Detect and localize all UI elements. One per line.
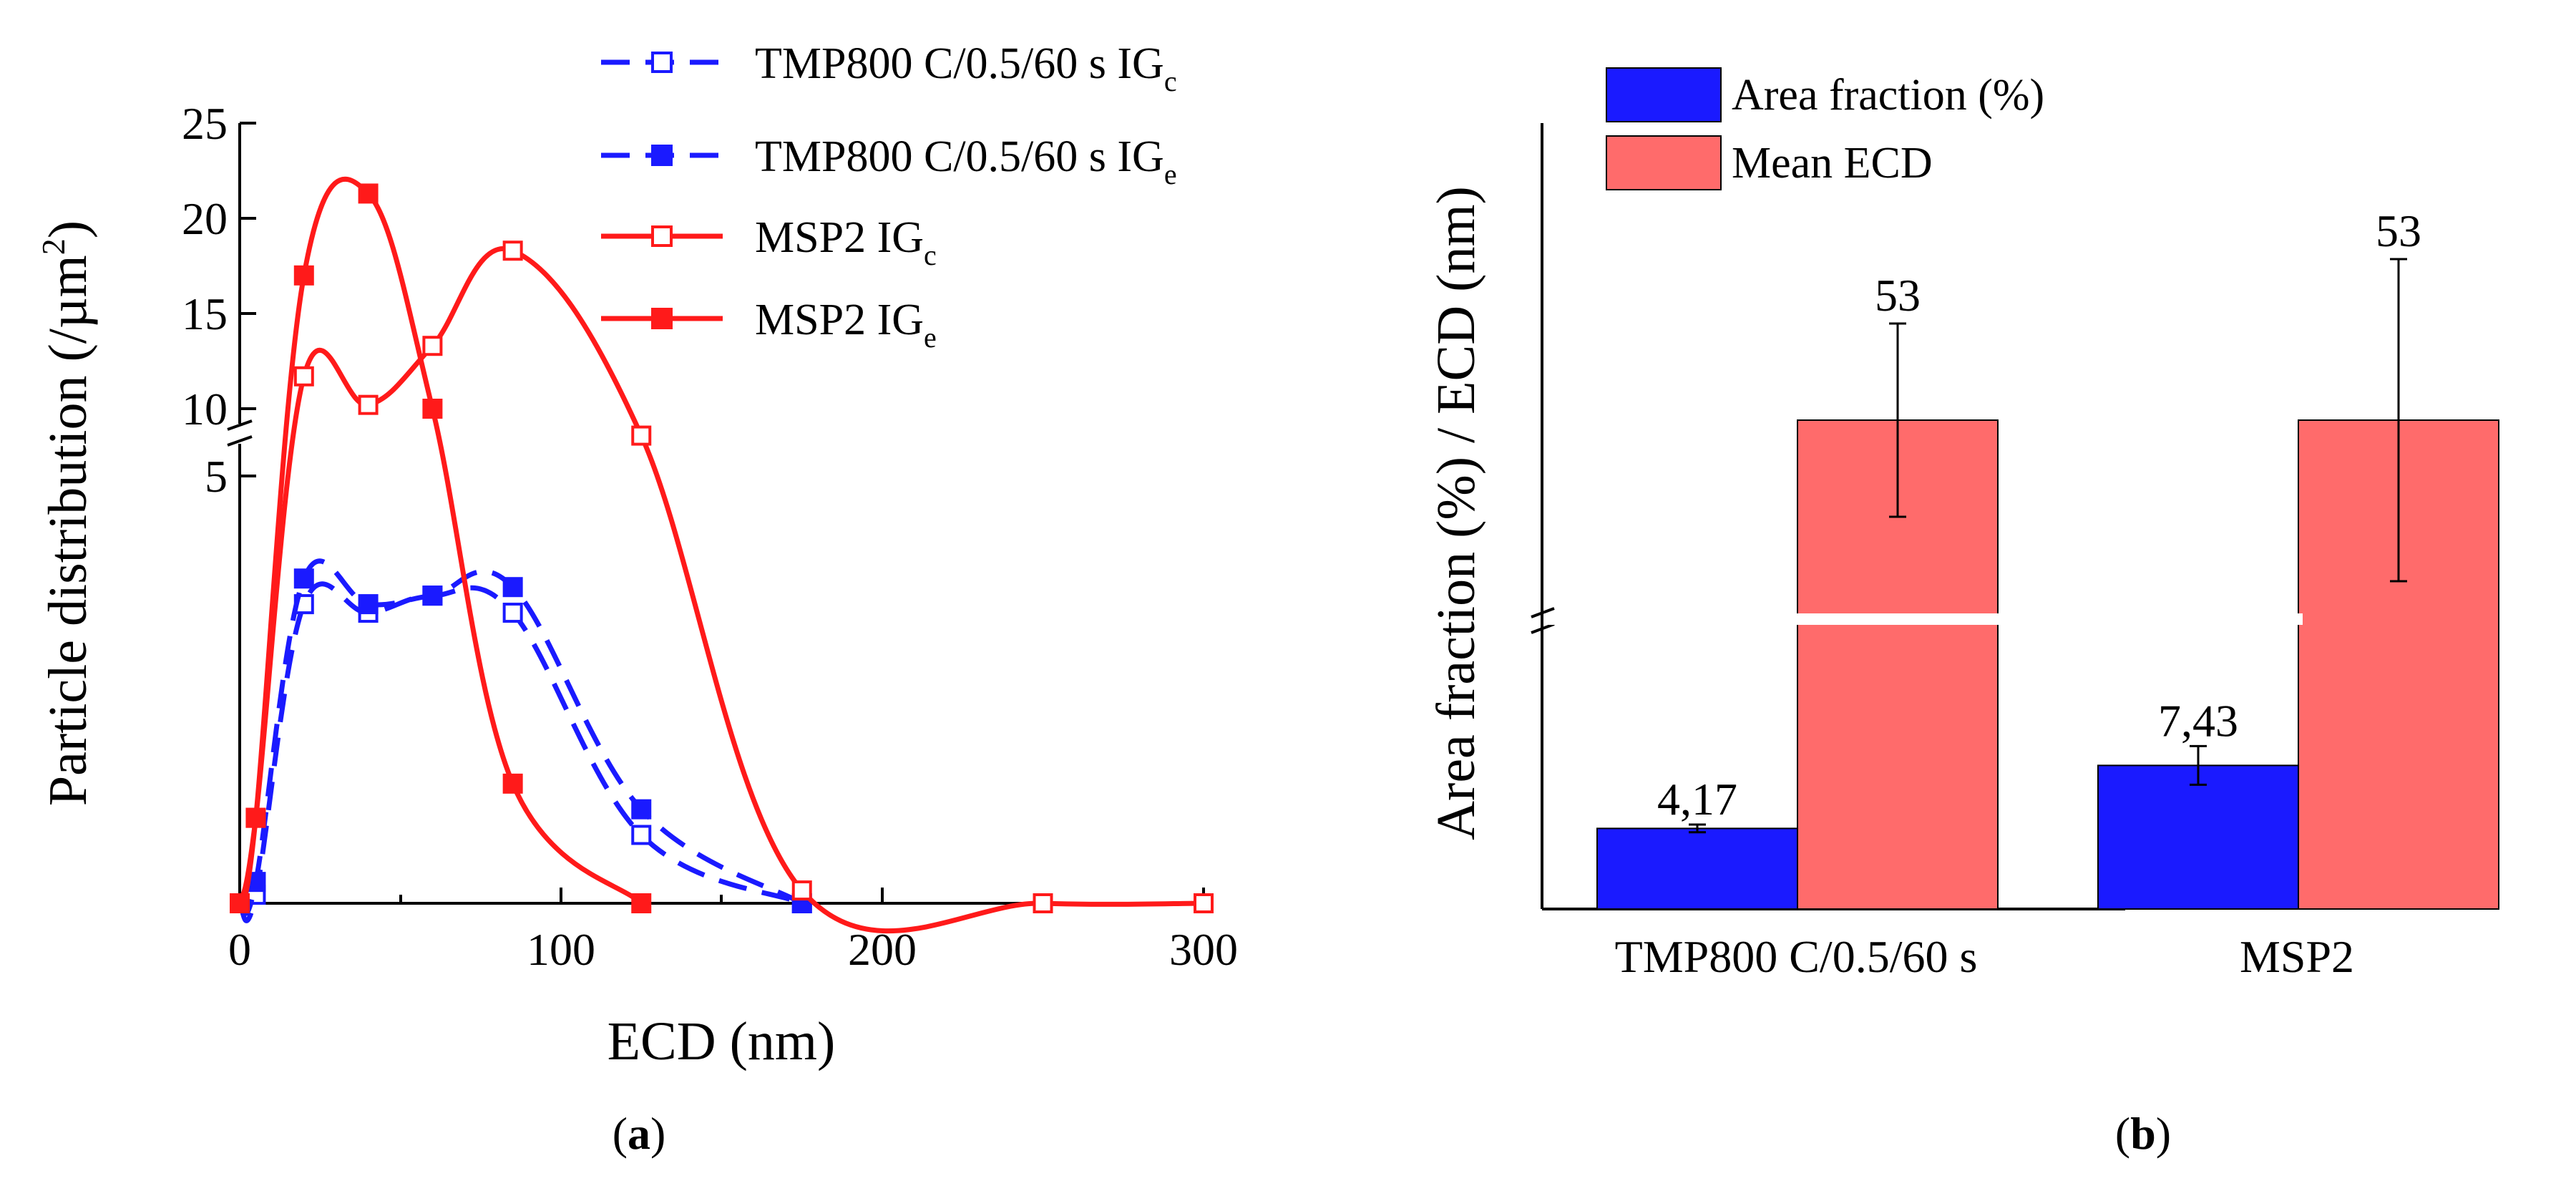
a-legend-marker [651, 308, 673, 329]
a-y-tick-label: 15 [182, 288, 228, 339]
a-legend-marker [651, 225, 673, 247]
a-x-tick-label: 0 [228, 924, 251, 975]
a-data-point [502, 773, 523, 794]
a-x-axis-title: ECD (nm) [608, 1011, 836, 1071]
b-value-label: 7,43 [2158, 695, 2238, 746]
a-series-line-3 [237, 176, 643, 905]
b-bar-area-fraction [1596, 827, 1798, 910]
b-legend: Area fraction (%) Mean ECD [1606, 67, 2044, 190]
b-value-label: 53 [1875, 270, 1921, 321]
a-data-point [631, 425, 652, 446]
b-legend-label: Area fraction (%) [1732, 71, 2044, 120]
a-data-point [358, 594, 379, 615]
b-legend-swatch [1606, 67, 1722, 122]
a-data-point [631, 799, 652, 820]
a-data-point [502, 577, 523, 598]
a-series-line-2 [237, 246, 1204, 934]
b-legend-swatch [1606, 135, 1722, 190]
a-x-ticks [238, 888, 1205, 903]
b-category-label: TMP800 C/0.5/60 s [1615, 931, 1978, 982]
a-data-point [293, 265, 314, 286]
b-legend-label: Mean ECD [1732, 139, 1933, 188]
a-data-point [1194, 893, 1214, 913]
b-bar-area-fraction [2097, 764, 2299, 910]
a-y-tick-label: 20 [182, 193, 228, 244]
a-data-point [1033, 893, 1053, 913]
a-y-tick-label: 5 [205, 451, 228, 502]
a-y-tick-label: 10 [182, 384, 228, 434]
a-data-point [293, 366, 314, 387]
a-x-tick-label: 100 [527, 924, 595, 975]
a-data-point [422, 399, 443, 419]
b-panel-label: (b) [2115, 1108, 2171, 1159]
a-y-ticks [240, 122, 256, 477]
panel-a-line-chart: 25 20 15 10 5 0 100 200 300 ECD (nm) Par… [35, 39, 1238, 1159]
a-data-point [230, 893, 250, 913]
b-axis-break [1531, 607, 1555, 634]
a-data-point [502, 603, 523, 623]
a-data-point [422, 336, 443, 356]
a-legend-marker [651, 145, 673, 166]
a-y-tick-label: 25 [182, 98, 228, 149]
panel-b-bar-chart: Area fraction (%) / ECD (nm) 4,17 53 TMP80… [1426, 67, 2499, 1159]
a-y-axis-title: Particle distribution (/µm2) [35, 220, 98, 806]
a-legend-label: TMP800 C/0.5/60 s IGe [755, 132, 1177, 190]
a-data-point [422, 585, 443, 606]
a-data-point [293, 568, 314, 589]
a-data-point [358, 394, 379, 415]
a-legend-label: MSP2 IGc [755, 213, 937, 271]
a-axis-break [227, 419, 253, 447]
b-y-axis-title: Area fraction (%) / ECD (nm) [1426, 186, 1486, 840]
a-legend-marker [651, 52, 673, 73]
a-data-point [631, 893, 652, 913]
a-legend-label: TMP800 C/0.5/60 s IGc [755, 39, 1177, 97]
a-panel-label: (a) [613, 1108, 666, 1159]
a-legend-label: MSP2 IGe [755, 296, 937, 354]
a-data-point [358, 183, 379, 204]
b-category-label: MSP2 [2240, 931, 2354, 982]
b-value-label: 53 [2376, 205, 2421, 256]
a-data-point [245, 807, 266, 828]
a-data-point [791, 880, 812, 901]
a-series-group [230, 176, 1214, 934]
a-x-tick-label: 300 [1169, 924, 1238, 975]
a-data-point [502, 240, 523, 261]
b-value-label: 4,17 [1657, 774, 1737, 825]
b-bars-group: 4,17 53 TMP800 C/0.5/60 s 7,43 53 MSP2 [1544, 205, 2499, 982]
a-data-point [631, 825, 652, 845]
a-series-line-0 [237, 581, 804, 923]
b-break-gap [1544, 613, 2303, 625]
a-legend: TMP800 C/0.5/60 s IGc TMP800 C/0.5/60 s I… [601, 39, 1177, 354]
